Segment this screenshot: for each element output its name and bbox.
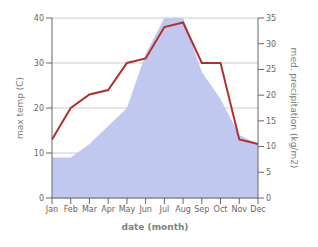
svg-text:May: May (119, 205, 136, 214)
svg-text:10: 10 (266, 142, 276, 151)
svg-text:Feb: Feb (64, 205, 78, 214)
svg-text:Dec: Dec (250, 205, 265, 214)
svg-text:20: 20 (34, 104, 44, 113)
svg-text:40: 40 (34, 14, 44, 23)
svg-text:Sep: Sep (194, 205, 209, 214)
svg-text:Mar: Mar (82, 205, 98, 214)
svg-text:30: 30 (34, 59, 44, 68)
svg-text:med. precipitation (kg/m2): med. precipitation (kg/m2) (289, 48, 299, 169)
svg-text:Jun: Jun (138, 205, 152, 214)
svg-text:Nov: Nov (231, 205, 247, 214)
svg-text:0: 0 (39, 194, 44, 203)
svg-text:Aug: Aug (175, 205, 191, 214)
svg-text:0: 0 (266, 194, 271, 203)
svg-text:25: 25 (266, 65, 276, 74)
svg-text:5: 5 (266, 168, 271, 177)
svg-text:Oct: Oct (214, 205, 228, 214)
svg-text:15: 15 (266, 117, 276, 126)
svg-text:Jan: Jan (45, 205, 58, 214)
svg-text:Jul: Jul (159, 205, 170, 214)
svg-text:date (month): date (month) (122, 222, 189, 232)
svg-text:35: 35 (266, 14, 276, 23)
svg-text:max temp (C): max temp (C) (15, 77, 25, 139)
svg-text:20: 20 (266, 91, 276, 100)
svg-text:10: 10 (34, 149, 44, 158)
svg-text:30: 30 (266, 40, 276, 49)
svg-text:Apr: Apr (101, 205, 116, 214)
